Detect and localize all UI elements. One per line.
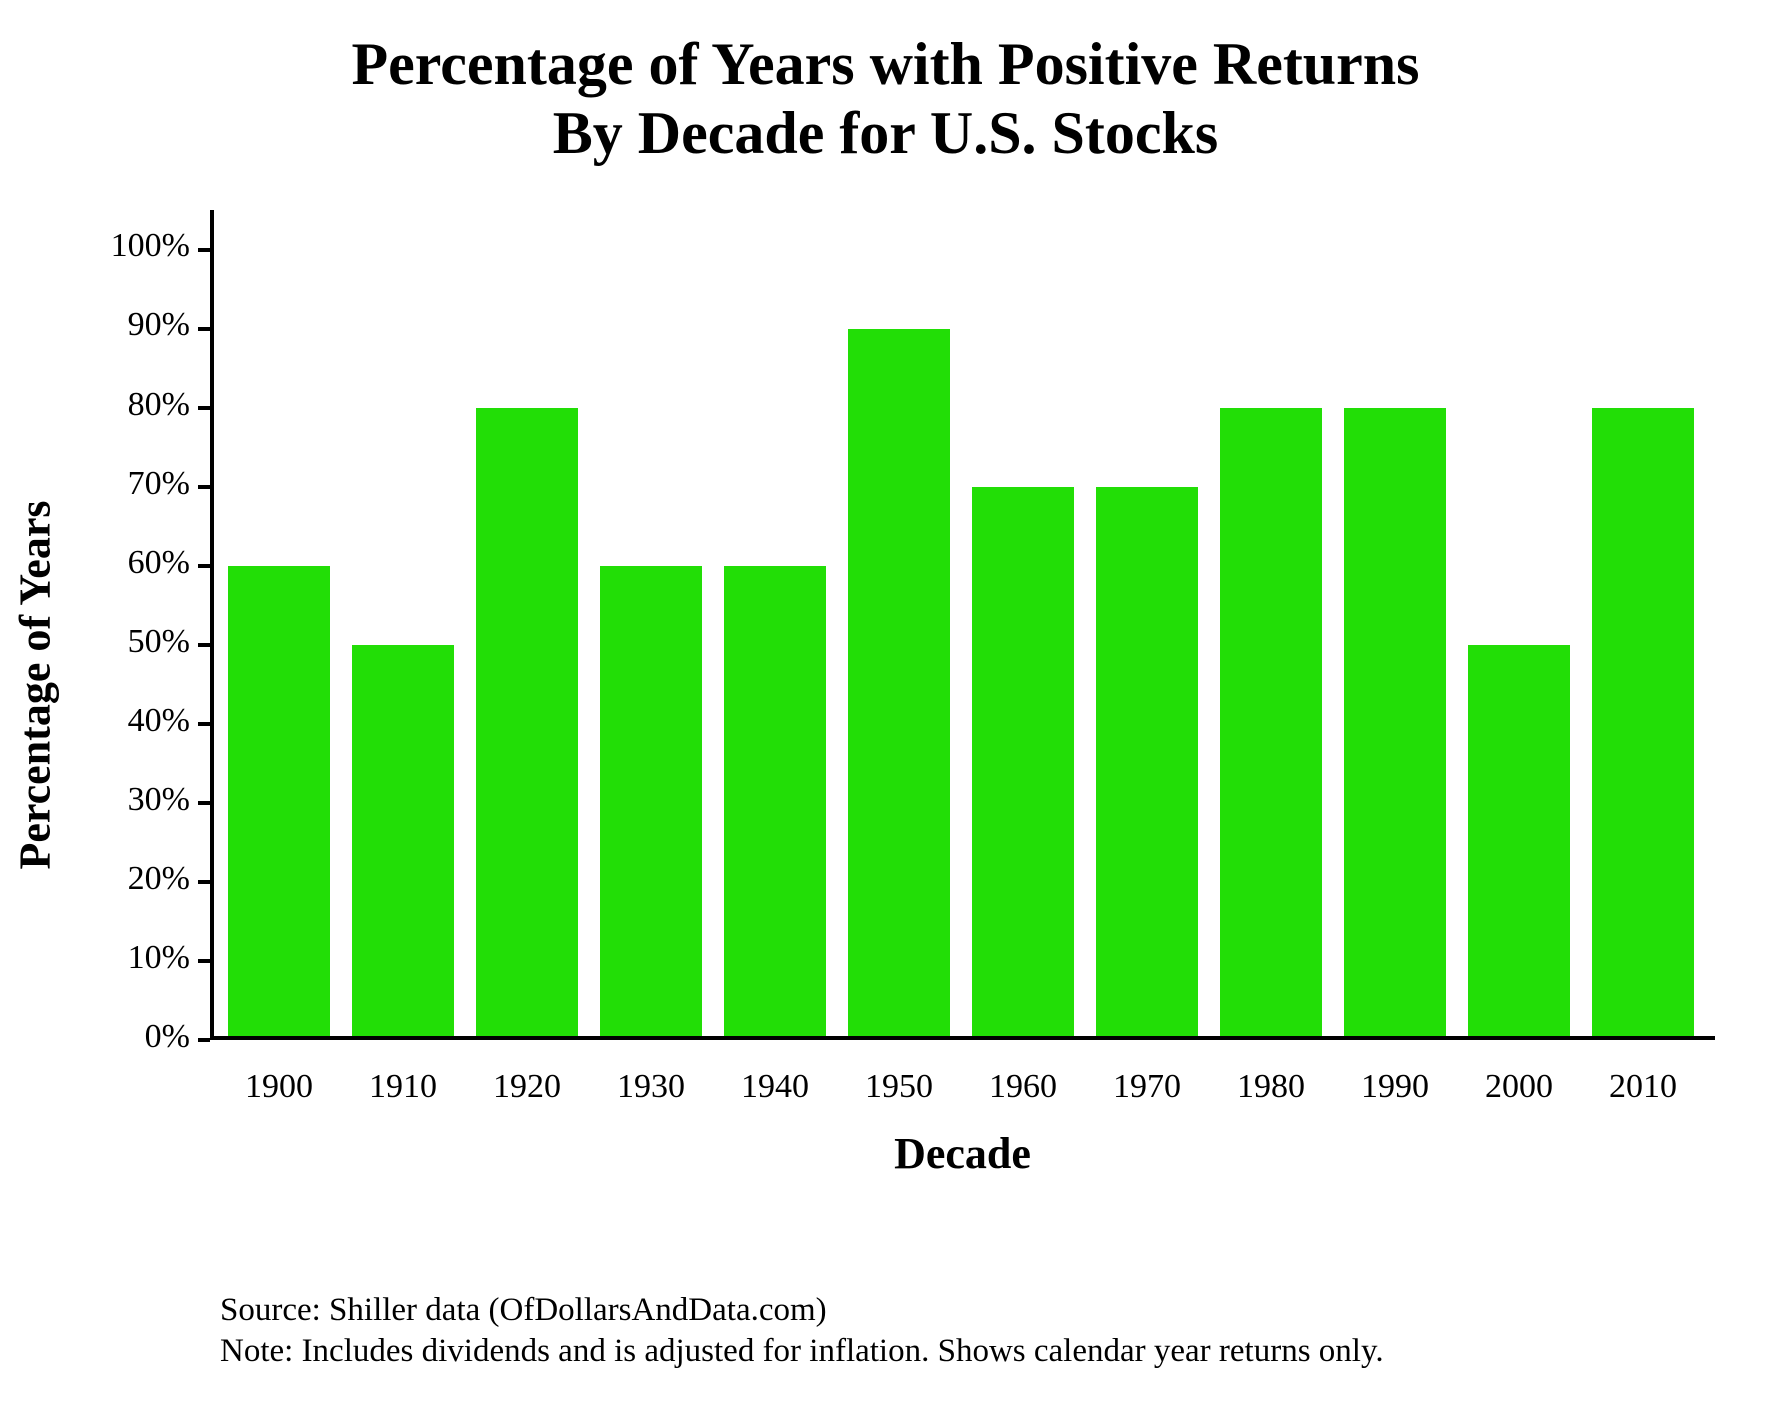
x-tick-label: 2010 [1581,1068,1705,1106]
y-tick-label: 70% [80,465,190,503]
y-tick [198,801,210,805]
chart-title: Percentage of Years with Positive Return… [0,30,1771,168]
bar [848,329,950,1036]
y-tick-label: 50% [80,623,190,661]
bar [1344,408,1446,1036]
y-tick-label: 40% [80,702,190,740]
y-tick [198,880,210,884]
plot-area: 0%10%20%30%40%50%60%70%80%90%100%1900191… [210,210,1715,1040]
bar [724,566,826,1036]
footnote-text: Source: Shiller data (OfDollarsAndData.c… [220,1290,1540,1373]
plot-wrap: Percentage of Years 0%10%20%30%40%50%60%… [75,210,1715,1160]
chart-container: Percentage of Years with Positive Return… [0,0,1771,1417]
y-tick [198,327,210,331]
x-tick-label: 1940 [713,1068,837,1106]
bar [1220,408,1322,1036]
y-tick [198,1038,210,1042]
bar [1096,487,1198,1036]
y-tick-label: 20% [80,860,190,898]
bar [600,566,702,1036]
y-tick [198,722,210,726]
y-tick [198,643,210,647]
x-axis-title: Decade [210,1128,1715,1179]
y-axis-line [210,210,214,1040]
x-tick-label: 1900 [217,1068,341,1106]
bar [352,645,454,1036]
bar [1592,408,1694,1036]
y-tick [198,485,210,489]
y-tick [198,406,210,410]
x-axis-line [210,1036,1715,1040]
chart-title-line1: Percentage of Years with Positive Return… [351,31,1419,97]
x-tick-label: 1920 [465,1068,589,1106]
x-tick-label: 1960 [961,1068,1085,1106]
y-tick [198,248,210,252]
bar [476,408,578,1036]
y-tick-label: 60% [80,544,190,582]
bar [1468,645,1570,1036]
y-tick-label: 80% [80,386,190,424]
chart-title-line2: By Decade for U.S. Stocks [553,100,1219,166]
y-tick-label: 100% [80,227,190,265]
y-tick-label: 30% [80,781,190,819]
x-tick-label: 1950 [837,1068,961,1106]
bar [228,566,330,1036]
x-tick-label: 2000 [1457,1068,1581,1106]
y-tick-label: 90% [80,306,190,344]
y-axis-title: Percentage of Years [10,235,61,1135]
y-tick [198,959,210,963]
y-tick [198,564,210,568]
x-tick-label: 1930 [589,1068,713,1106]
x-tick-label: 1990 [1333,1068,1457,1106]
y-tick-label: 10% [80,939,190,977]
x-tick-label: 1910 [341,1068,465,1106]
x-tick-label: 1970 [1085,1068,1209,1106]
bar [972,487,1074,1036]
x-tick-label: 1980 [1209,1068,1333,1106]
y-tick-label: 0% [80,1018,190,1056]
